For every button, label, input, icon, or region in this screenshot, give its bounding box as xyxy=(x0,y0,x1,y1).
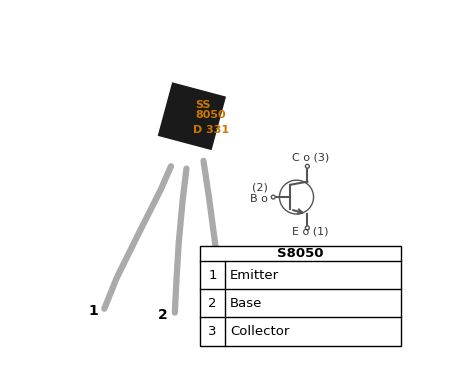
Text: 2: 2 xyxy=(208,297,216,310)
Text: (2): (2) xyxy=(252,183,267,193)
Text: 3: 3 xyxy=(208,325,216,338)
Text: E o (1): E o (1) xyxy=(292,226,328,236)
Text: S8050: S8050 xyxy=(277,247,324,260)
Text: 8050: 8050 xyxy=(195,110,225,120)
Text: B o: B o xyxy=(250,194,268,204)
Circle shape xyxy=(271,195,275,199)
Text: 1: 1 xyxy=(208,269,216,282)
Polygon shape xyxy=(158,82,226,150)
Text: D 331: D 331 xyxy=(193,125,229,135)
Text: 3: 3 xyxy=(209,314,218,328)
Text: SS: SS xyxy=(195,100,211,110)
Text: C o (3): C o (3) xyxy=(292,152,329,162)
Circle shape xyxy=(306,226,309,230)
Text: Base: Base xyxy=(230,297,262,310)
Circle shape xyxy=(306,164,309,168)
Bar xyxy=(200,246,401,346)
Text: Collector: Collector xyxy=(230,325,289,338)
Text: Emitter: Emitter xyxy=(230,269,279,282)
Text: 1: 1 xyxy=(89,304,98,318)
Text: 2: 2 xyxy=(158,308,168,322)
